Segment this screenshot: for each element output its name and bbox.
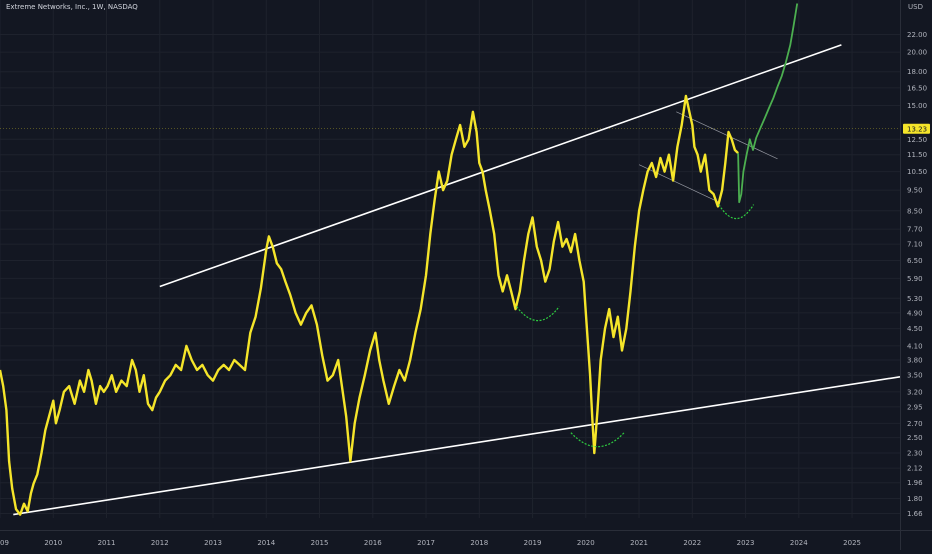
annotation-arcs [516,204,755,448]
x-tick-label: 2010 [44,539,62,547]
x-tick-label: 2023 [737,539,755,547]
y-tick-label: 20.00 [907,49,927,57]
y-tick-label: 1.66 [907,510,923,518]
grid [0,0,900,518]
y-tick-label: 2.12 [907,465,923,473]
y-tick-label: 1.96 [907,479,923,487]
x-tick-label: 2020 [577,539,595,547]
series [0,3,799,516]
currency-label: USD [908,3,923,11]
x-tick-label: 2012 [151,539,169,547]
x-tick-label: 2025 [843,539,861,547]
trendline [13,376,901,516]
y-tick-label: 3.50 [907,372,923,380]
y-tick-label: 18.00 [907,68,927,76]
last-price-value: 13.23 [907,125,927,133]
y-tick-label: 7.70 [907,226,923,234]
x-tick-label: 2022 [683,539,701,547]
channel-line [638,164,720,203]
y-tick-label: 5.90 [907,275,923,283]
x-tick-label: 2011 [98,539,116,547]
y-tick-label: 4.10 [907,342,923,350]
y-tick-label: 15.00 [907,102,927,110]
y-tick-label: 9.50 [907,187,923,195]
y-tick-label: 6.50 [907,257,923,265]
y-tick-label: 8.50 [907,207,923,215]
x-tick-label: 2013 [204,539,222,547]
x-tick-label: 2015 [311,539,329,547]
price-line [0,94,739,516]
x-tick-label: 2021 [630,539,648,547]
channel-line [676,111,778,160]
x-tick-label: 2019 [524,539,542,547]
chart-title: Extreme Networks, Inc., 1W, NASDAQ [6,3,138,11]
x-tick-label: 2014 [257,539,275,547]
projection-line [737,3,799,204]
y-tick-label: 12.50 [907,136,927,144]
arc-annotation [516,306,560,322]
x-tick-label: 2024 [790,539,808,547]
last-price-background [903,123,930,134]
arc-annotation [718,204,755,220]
y-tick-label: 11.50 [907,151,927,159]
x-tick-label: 2017 [417,539,435,547]
y-tick-label: 1.80 [907,495,923,503]
y-tick-label: 2.30 [907,450,923,458]
x-tick-label: 2016 [364,539,382,547]
y-tick-label: 2.50 [907,434,923,442]
y-tick-label: 3.20 [907,388,923,396]
x-tick-label: 2018 [470,539,488,547]
y-tick-label: 4.50 [907,325,923,333]
last-price-tag: 13.23 [903,123,930,134]
y-tick-label: 3.80 [907,356,923,364]
y-tick-label: 7.10 [907,241,923,249]
y-tick-label: 16.50 [907,84,927,92]
y-tick-label: 10.50 [907,168,927,176]
y-tick-label: 4.90 [907,309,923,317]
y-tick-label: 2.95 [907,403,923,411]
y-tick-label: 2.70 [907,420,923,428]
x-tick-label: 2009 [0,539,9,547]
y-tick-label: 5.30 [907,295,923,303]
y-tick-label: 22.00 [907,31,927,39]
